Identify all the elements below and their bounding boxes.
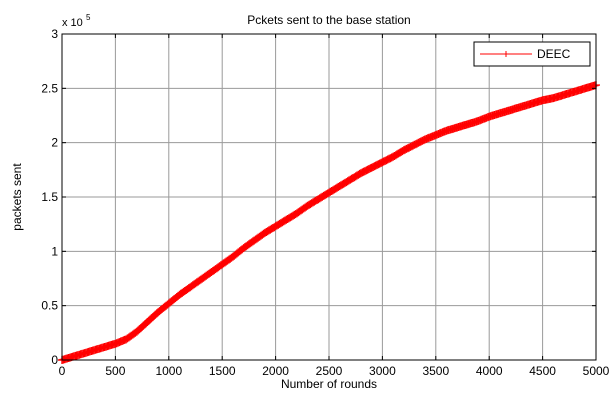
x-tick-label: 3500 [422,364,449,378]
series-markers-deec [58,81,600,364]
y-tick-label: 0.5 [41,299,58,313]
y-multiplier-base: x 10 [62,17,83,29]
x-tick-label: 1500 [209,364,236,378]
x-axis-label: Number of rounds [281,377,377,391]
x-tick-label: 3000 [369,364,396,378]
x-tick-label: 4000 [476,364,503,378]
x-tick-label: 2500 [316,364,343,378]
y-tick-label: 2 [51,136,58,150]
x-tick-label: 4500 [529,364,556,378]
y-multiplier-exponent: 5 [86,13,91,22]
legend-label-deec: DEEC [537,47,571,61]
x-tick-label: 500 [105,364,125,378]
chart-title: Pckets sent to the base station [247,13,410,27]
series-layer [58,81,600,364]
x-tick-label: 0 [59,364,66,378]
grid-layer [62,34,596,360]
x-tick-label: 1000 [155,364,182,378]
y-tick-label: 1 [51,244,58,258]
y-tick-label: 0 [51,353,58,367]
axis-layer: 0 500 1000 1500 2000 2500 3000 3500 4000 4500 5000… [41,27,609,378]
y-tick-label: 1.5 [41,190,58,204]
y-tick-label: 2.5 [41,81,58,95]
y-axis-label: packets sent [10,163,24,231]
x-tick-label: 5000 [583,364,610,378]
y-tick-label: 3 [51,27,58,41]
legend-marker-sample [503,51,509,57]
legend: DEEC [473,41,591,67]
x-tick-label: 2000 [262,364,289,378]
